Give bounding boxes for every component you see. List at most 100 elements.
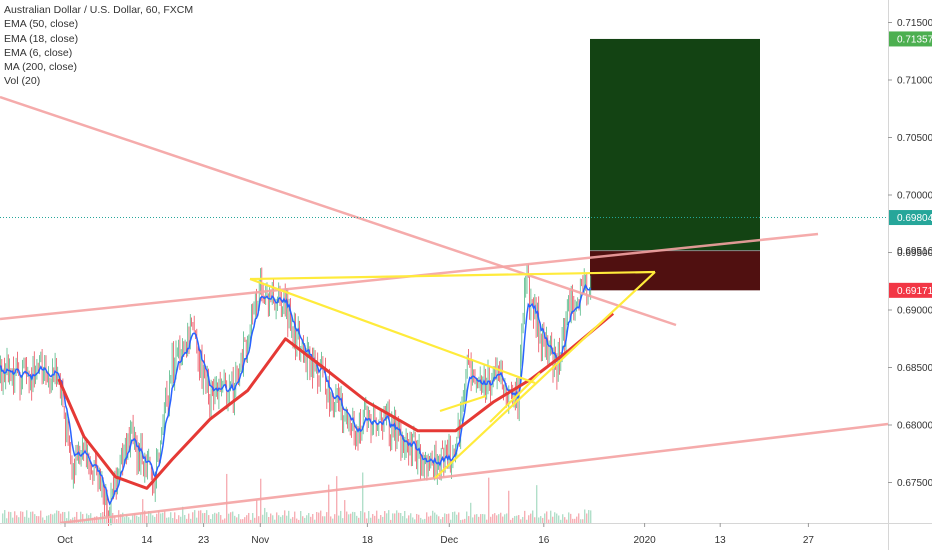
volume-bar bbox=[98, 518, 100, 523]
volume-bar bbox=[186, 518, 188, 523]
volume-bar bbox=[150, 512, 152, 523]
y-tick-label: 0.68000 bbox=[897, 421, 932, 432]
volume-bar bbox=[242, 519, 244, 523]
legend-ema18[interactable]: EMA (18, close) bbox=[4, 32, 79, 45]
pattern-top-line bbox=[249, 270, 656, 281]
volume-bar bbox=[228, 513, 230, 523]
volume-bar bbox=[340, 510, 342, 523]
volume-bar bbox=[56, 510, 58, 523]
volume-bar bbox=[434, 512, 436, 523]
x-tick-label: 18 bbox=[362, 535, 374, 546]
volume-bar bbox=[288, 510, 290, 523]
volume-bar bbox=[12, 517, 14, 523]
volume-bar bbox=[352, 511, 354, 523]
target-price-tag-bg bbox=[889, 31, 932, 47]
volume-bar bbox=[382, 516, 384, 523]
volume-series bbox=[2, 472, 592, 523]
volume-bar bbox=[328, 484, 330, 523]
volume-bar bbox=[390, 519, 392, 523]
volume-bar bbox=[248, 512, 250, 523]
volume-bar bbox=[420, 517, 422, 523]
legend-symbol[interactable]: Australian Dollar / U.S. Dollar, 60, FXC… bbox=[4, 4, 194, 16]
volume-bar bbox=[38, 516, 40, 523]
volume-bar bbox=[462, 519, 464, 523]
volume-bar bbox=[370, 517, 372, 523]
volume-bar bbox=[224, 518, 226, 523]
volume-bar bbox=[2, 513, 4, 523]
y-tick-label: 0.69000 bbox=[897, 306, 932, 317]
volume-bar bbox=[298, 519, 300, 523]
volume-bar bbox=[446, 514, 448, 523]
y-tick-label: 0.68500 bbox=[897, 363, 932, 374]
volume-bar bbox=[316, 512, 318, 523]
volume-bar bbox=[236, 517, 238, 523]
volume-bar bbox=[104, 515, 106, 523]
volume-bar bbox=[364, 512, 366, 523]
volume-bar bbox=[20, 511, 22, 523]
pattern-channel-line bbox=[489, 372, 541, 423]
legend-ma200[interactable]: MA (200, close) bbox=[4, 61, 77, 74]
volume-bar bbox=[310, 516, 312, 523]
volume-bar bbox=[74, 516, 76, 523]
volume-bar bbox=[440, 519, 442, 523]
volume-bar bbox=[162, 512, 164, 523]
volume-bar bbox=[246, 515, 248, 523]
legend-ema6[interactable]: EMA (6, close) bbox=[4, 46, 73, 59]
volume-bar bbox=[154, 516, 156, 523]
volume-bar bbox=[294, 511, 296, 523]
volume-bar bbox=[68, 511, 70, 523]
x-tick-label: 2020 bbox=[633, 535, 656, 546]
volume-bar bbox=[358, 517, 360, 523]
volume-bar bbox=[482, 514, 484, 523]
volume-bar bbox=[270, 513, 272, 523]
volume-bar bbox=[278, 515, 280, 523]
volume-bar bbox=[484, 514, 486, 523]
volume-bar bbox=[136, 515, 138, 523]
volume-bar bbox=[496, 515, 498, 523]
volume-bar bbox=[4, 510, 6, 523]
volume-bar bbox=[130, 519, 132, 523]
volume-bar bbox=[408, 515, 410, 523]
y-tick-label: 0.69500 bbox=[897, 248, 932, 259]
volume-bar bbox=[580, 519, 582, 523]
volume-bar bbox=[426, 512, 428, 523]
last-price-tag: 0.69804 bbox=[897, 213, 932, 224]
volume-bar bbox=[528, 515, 530, 523]
volume-bar bbox=[480, 514, 482, 523]
volume-bar bbox=[506, 513, 508, 523]
volume-bar bbox=[52, 514, 54, 523]
volume-bar bbox=[50, 513, 52, 523]
volume-bar bbox=[346, 511, 348, 523]
volume-bar bbox=[376, 510, 378, 523]
volume-bar bbox=[486, 519, 488, 523]
x-tick-label: Dec bbox=[440, 535, 458, 546]
volume-bar bbox=[182, 506, 184, 523]
volume-bar bbox=[518, 515, 520, 523]
volume-bar bbox=[468, 516, 470, 523]
volume-bar bbox=[586, 513, 588, 523]
volume-bar bbox=[306, 515, 308, 523]
legend-ema50[interactable]: EMA (50, close) bbox=[4, 18, 79, 31]
descending-trendline bbox=[0, 95, 677, 327]
volume-bar bbox=[174, 512, 176, 523]
volume-bar bbox=[280, 516, 282, 523]
legend-vol[interactable]: Vol (20) bbox=[4, 75, 41, 88]
volume-bar bbox=[238, 514, 240, 523]
volume-bar bbox=[292, 517, 294, 523]
volume-bar bbox=[536, 485, 538, 523]
volume-bar bbox=[430, 515, 432, 523]
volume-bar bbox=[92, 517, 94, 523]
volume-bar bbox=[538, 517, 540, 523]
volume-bar bbox=[192, 512, 194, 523]
volume-bar bbox=[62, 511, 64, 523]
volume-bar bbox=[184, 515, 186, 523]
volume-bar bbox=[202, 513, 204, 523]
volume-bar bbox=[140, 513, 142, 523]
volume-bar bbox=[48, 515, 50, 523]
volume-bar bbox=[522, 516, 524, 523]
volume-bar bbox=[86, 513, 88, 523]
volume-bar bbox=[508, 490, 510, 523]
volume-bar bbox=[214, 512, 216, 523]
